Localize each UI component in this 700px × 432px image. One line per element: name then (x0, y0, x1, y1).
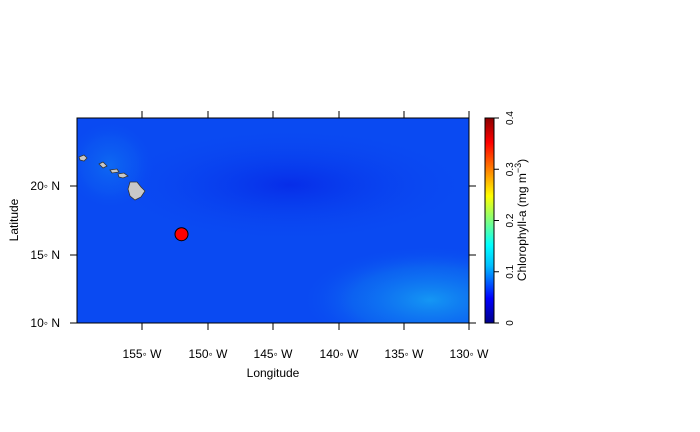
colorbar-tick-label: 0.3 (505, 162, 516, 176)
colorbar-tick-label: 0.1 (505, 264, 516, 278)
colorbar-title-main: Chlorophyll-a (mg m (515, 173, 529, 281)
high-chlorophyll-patch (300, 245, 469, 323)
colorbar-ramp (484, 117, 495, 324)
colorbar: 0 0.1 0.2 0.3 0.4 Chlorophyll-a (mg m−3) (484, 111, 529, 326)
x-tick-label: 140◦ W (320, 347, 360, 361)
y-tick-labels: 10◦ N 15◦ N 20◦ N (30, 179, 60, 330)
x-tick-label: 155◦ W (123, 347, 163, 361)
x-tick-label: 145◦ W (254, 347, 294, 361)
x-tick-label: 135◦ W (385, 347, 425, 361)
y-axis (70, 185, 476, 324)
hawaiian-islands (78, 154, 146, 201)
island-big-island (127, 181, 146, 201)
x-tick-labels: 155◦ W 150◦ W 145◦ W 140◦ W 135◦ W 130◦ … (123, 347, 490, 361)
colorbar-tick-label: 0.4 (505, 111, 516, 125)
island-maui (117, 172, 129, 179)
colorbar-title-sup: −3 (513, 163, 523, 173)
x-axis (141, 111, 470, 330)
colorbar-title: Chlorophyll-a (mg m−3) (513, 159, 529, 281)
map-panel (77, 118, 469, 323)
y-tick-label: 20◦ N (30, 179, 60, 193)
colorbar-tick-label: 0.2 (505, 213, 516, 227)
x-tick-label: 130◦ W (450, 347, 490, 361)
colorbar-title-close: ) (515, 159, 529, 163)
x-tick-label: 150◦ W (189, 347, 229, 361)
y-tick-label: 15◦ N (30, 248, 60, 262)
island-molokai (109, 168, 120, 174)
station-marker (174, 227, 189, 242)
colorbar-tick-label: 0 (505, 320, 516, 326)
island-oahu (98, 161, 108, 169)
x-axis-label: Longitude (247, 366, 300, 380)
y-axis-label: Latitude (7, 198, 21, 241)
oligotrophic-gyre-patch (100, 125, 469, 245)
island-kauai (78, 154, 88, 162)
y-tick-label: 10◦ N (30, 316, 60, 330)
